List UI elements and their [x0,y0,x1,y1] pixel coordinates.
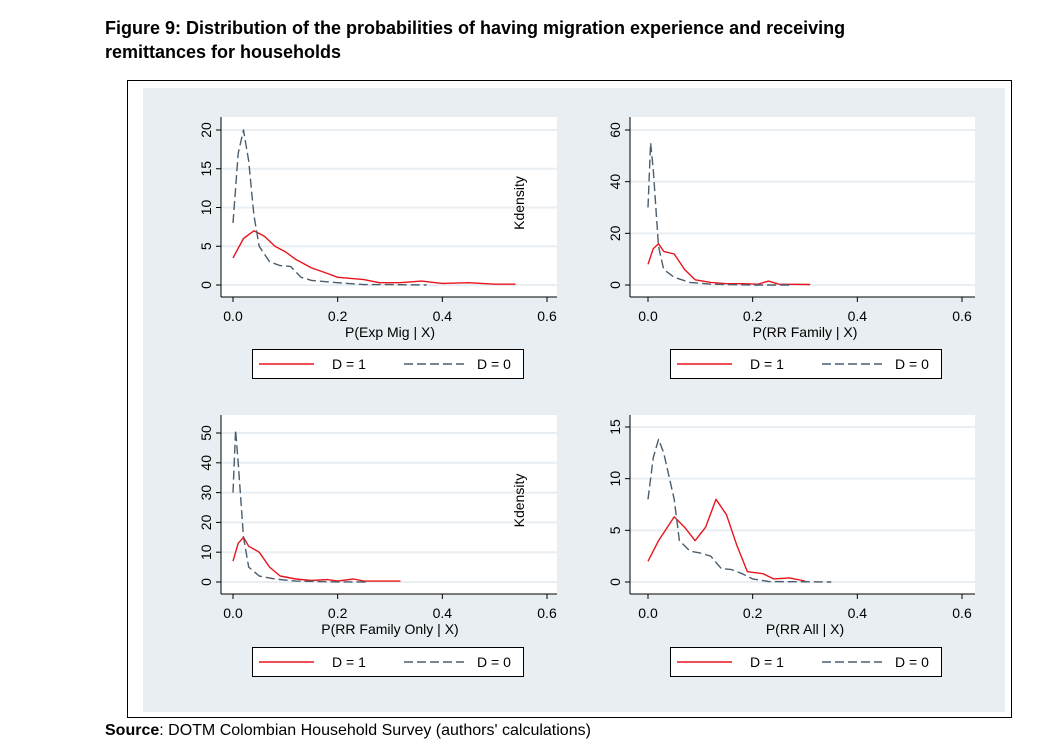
legend-label-d0: D = 0 [895,654,929,670]
plot-area [630,415,975,594]
panel-3: 0 10 20 30 40 50 0.0 0.2 0.4 0.6 P(RR Family Only … [198,415,557,677]
y-tick-label: 40 [607,174,623,190]
y-tick-label: 5 [607,526,623,534]
figure-title-line1: Figure 9: Distribution of the probabilit… [105,18,846,38]
x-axis-label: P(RR Family | X) [753,324,858,340]
legend: D = 1 D = 0 [670,647,942,677]
legend: D = 1 D = 0 [252,647,524,677]
y-tick-label: 0 [198,578,214,586]
y-axis-label: Kdensity [511,474,527,528]
source-text: : DOTM Colombian Household Survey (autho… [159,722,591,739]
y-tick-label: 10 [198,200,214,216]
series-d0-line [647,142,790,286]
x-tick-label: 0.4 [433,308,453,324]
y-tick-label: 50 [198,425,214,441]
y-tick-label: 40 [198,455,214,471]
y-tick-label: 20 [198,514,214,530]
legend: D = 1 D = 0 [252,349,524,379]
x-tick-label: 0.0 [638,605,658,621]
series-d1-line [232,230,516,285]
legend-label-d0: D = 0 [895,356,929,372]
y-axis-label: Kdensity [511,176,527,230]
y-tick-label: 30 [198,485,214,501]
y-tick-label: 20 [607,225,623,241]
x-axis-label: P(Exp Mig | X) [345,324,435,340]
y-tick-label: 20 [198,122,214,138]
y-tick-label: 5 [198,242,214,250]
x-tick-label: 0.6 [952,308,972,324]
x-tick-label: 0.2 [328,308,348,324]
legend-label-d1: D = 1 [750,654,784,670]
legend-label-d1: D = 1 [750,356,784,372]
x-tick-label: 0.6 [537,308,557,324]
x-tick-label: 0.4 [433,605,453,621]
x-tick-label: 0.0 [223,605,243,621]
y-tick-label: 10 [198,544,214,560]
series-d0-line [647,438,832,583]
panel-2: 0 20 40 60 0.0 0.2 0.4 0.6 P(RR Family | X) D = 1… [607,117,975,379]
x-tick-label: 0.0 [638,308,658,324]
plot-area [221,415,557,594]
figure-title-line2: remittances for households [105,42,342,62]
y-tick-label: 0 [607,281,623,289]
legend-label-d1: D = 1 [332,356,366,372]
x-tick-label: 0.2 [743,308,763,324]
legend-label-d0: D = 0 [477,356,511,372]
y-tick-label: 60 [607,122,623,138]
x-axis-label: P(RR Family Only | X) [321,621,458,637]
panel-1: 0 5 10 15 20 0.0 0.2 0.4 0.6 P(Exp Mig | X) Kdensi… [198,117,557,379]
y-tick-label: 0 [198,281,214,289]
x-tick-label: 0.0 [223,308,243,324]
y-tick-label: 15 [607,419,623,435]
y-tick-label: 10 [607,471,623,487]
plot-area [630,117,975,297]
y-tick-label: 0 [607,578,623,586]
source-note: Source: DOTM Colombian Household Survey … [105,722,591,740]
legend-label-d1: D = 1 [332,654,366,670]
source-label: Source [105,722,160,739]
series-d0-line [232,129,427,286]
series-d1-line [647,498,806,582]
x-tick-label: 0.2 [328,605,348,621]
legend-box [252,647,524,677]
legend: D = 1 D = 0 [670,349,942,379]
x-tick-label: 0.2 [743,605,763,621]
series-d0-line [232,429,370,583]
legend-label-d0: D = 0 [477,654,511,670]
y-tick-label: 15 [198,161,214,177]
figure-title: Figure 9: Distribution of the probabilit… [105,16,1005,64]
x-tick-label: 0.6 [952,605,972,621]
x-tick-label: 0.6 [537,605,557,621]
x-tick-label: 0.4 [848,308,868,324]
x-axis-label: P(RR All | X) [766,621,844,637]
x-tick-label: 0.4 [848,605,868,621]
series-d1-line [647,243,811,286]
